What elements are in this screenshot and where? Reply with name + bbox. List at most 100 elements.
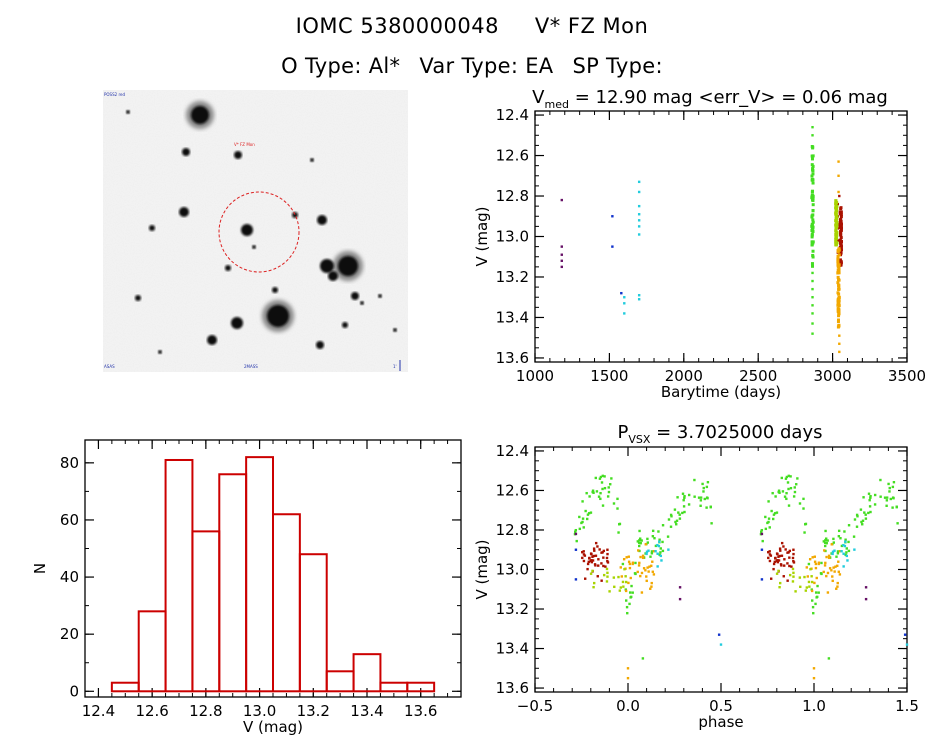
data-point xyxy=(826,539,829,542)
series-green xyxy=(810,125,815,335)
data-point xyxy=(581,517,585,520)
data-point xyxy=(810,243,814,247)
data-point xyxy=(839,212,843,216)
data-point xyxy=(640,591,644,594)
data-point xyxy=(796,477,799,480)
star xyxy=(252,245,256,249)
data-point xyxy=(811,322,814,325)
data-point xyxy=(616,507,619,510)
x-tick-label: 1.5 xyxy=(895,697,919,715)
data-point xyxy=(811,599,814,602)
figure-title-line-1: IOMC 5380000048 V* FZ Mon xyxy=(0,14,944,38)
data-point xyxy=(828,567,832,570)
data-point xyxy=(868,498,871,502)
x-tick-label: 13.2 xyxy=(297,702,330,720)
data-point xyxy=(637,204,641,208)
object-type: O Type: Al* xyxy=(281,54,401,78)
x-tick-label: 1500 xyxy=(590,367,628,385)
data-point xyxy=(861,523,864,526)
data-point xyxy=(811,249,815,253)
data-point xyxy=(675,523,678,526)
data-point xyxy=(862,496,865,499)
data-point xyxy=(861,519,865,522)
data-point xyxy=(602,549,606,553)
data-point xyxy=(810,222,814,226)
data-point xyxy=(574,548,578,551)
data-point xyxy=(586,567,589,571)
data-point xyxy=(843,544,847,548)
data-point xyxy=(780,554,784,557)
data-point xyxy=(607,490,611,494)
data-point xyxy=(832,566,835,569)
data-point xyxy=(837,314,841,318)
data-point xyxy=(811,181,815,185)
data-point xyxy=(681,492,685,495)
data-point xyxy=(834,565,837,568)
data-point xyxy=(628,602,631,606)
data-point xyxy=(793,490,797,494)
data-point xyxy=(786,481,790,484)
data-point xyxy=(697,496,701,499)
data-point xyxy=(810,588,813,591)
data-point xyxy=(845,551,848,554)
data-point xyxy=(836,275,840,279)
data-point xyxy=(592,581,596,585)
data-point xyxy=(768,559,772,563)
data-point xyxy=(646,541,650,544)
data-point xyxy=(814,591,818,594)
y-tick-label: 13.6 xyxy=(496,679,529,697)
y-tick-label: 80 xyxy=(60,454,79,472)
data-point xyxy=(675,519,679,522)
data-point xyxy=(813,581,816,585)
data-point xyxy=(656,543,659,547)
data-point xyxy=(625,605,629,609)
histogram-bar xyxy=(164,458,194,693)
data-point xyxy=(787,504,791,507)
data-point xyxy=(702,486,705,490)
data-point xyxy=(891,506,894,509)
data-point xyxy=(799,585,802,589)
histogram-bar xyxy=(137,610,167,693)
series-orange xyxy=(836,160,841,354)
data-point xyxy=(813,560,817,563)
data-point xyxy=(831,575,834,578)
data-point xyxy=(838,350,841,354)
data-point xyxy=(826,571,830,575)
data-point xyxy=(647,549,650,552)
data-point xyxy=(630,584,633,588)
histogram-bar xyxy=(352,653,382,693)
data-point xyxy=(583,554,587,557)
data-point xyxy=(807,562,811,566)
data-point xyxy=(584,509,587,513)
data-point xyxy=(627,581,630,585)
data-point xyxy=(768,526,771,529)
data-point xyxy=(760,530,763,533)
data-point xyxy=(845,554,849,558)
data-point xyxy=(772,567,775,571)
data-point xyxy=(838,238,842,242)
data-point xyxy=(811,125,814,129)
data-point xyxy=(620,575,623,578)
data-point xyxy=(784,477,788,480)
data-point xyxy=(588,557,591,560)
data-point xyxy=(785,491,788,495)
data-point xyxy=(827,556,831,560)
x-tick-label: 2000 xyxy=(665,367,703,385)
data-point xyxy=(636,570,639,574)
data-point xyxy=(587,560,590,564)
data-point xyxy=(623,312,626,315)
star xyxy=(360,301,364,305)
data-point xyxy=(682,505,686,508)
data-point xyxy=(777,489,781,492)
data-point xyxy=(608,590,611,593)
star xyxy=(320,259,334,273)
data-point xyxy=(637,190,641,194)
data-point xyxy=(837,570,841,573)
data-point xyxy=(803,523,807,526)
title-rest: = 3.7025000 days xyxy=(650,422,822,443)
data-point xyxy=(581,550,584,554)
data-point xyxy=(601,474,604,478)
data-point xyxy=(903,633,907,636)
data-point xyxy=(622,585,625,588)
data-point xyxy=(869,496,872,499)
